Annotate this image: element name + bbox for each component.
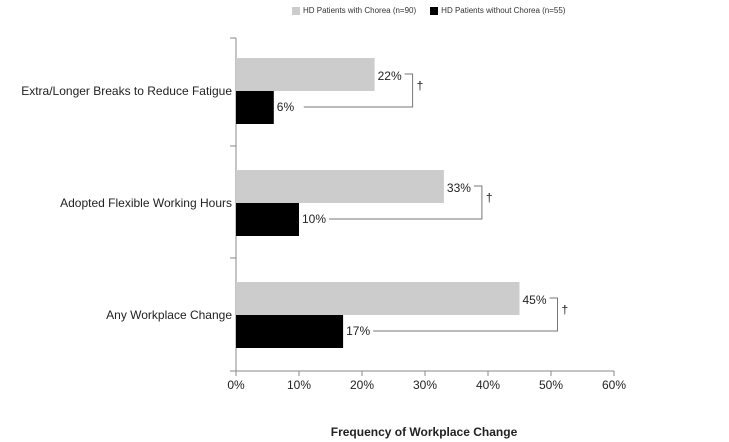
x-tick-label: 20% <box>350 378 374 392</box>
significance-bracket <box>373 297 558 332</box>
x-tick-label: 60% <box>602 378 626 392</box>
legend-item-with-chorea: HD Patients with Chorea (n=90) <box>292 6 416 15</box>
bar-with-chorea <box>236 170 444 203</box>
x-tick-label: 0% <box>227 378 245 392</box>
bar-with-chorea <box>236 58 375 91</box>
legend-item-without-chorea: HD Patients without Chorea (n=55) <box>430 6 565 15</box>
data-label-with-chorea: 33% <box>447 181 471 195</box>
x-axis-title: Frequency of Workplace Change <box>330 425 518 439</box>
x-tick-label: 50% <box>539 378 563 392</box>
bar-without-chorea <box>236 315 344 348</box>
data-label-with-chorea: 22% <box>378 69 402 83</box>
legend: HD Patients with Chorea (n=90) HD Patien… <box>292 6 579 15</box>
significance-bracket <box>329 185 483 220</box>
significance-marker: † <box>562 303 569 317</box>
x-tick-label: 40% <box>476 378 500 392</box>
data-label-without-chorea: 17% <box>346 324 370 338</box>
significance-marker: † <box>417 79 424 93</box>
legend-swatch-without-chorea <box>430 6 439 15</box>
data-label-without-chorea: 10% <box>302 212 326 226</box>
data-label-without-chorea: 6% <box>277 100 295 114</box>
bar-with-chorea <box>236 282 520 315</box>
category-label: Adopted Flexible Working Hours <box>60 196 232 210</box>
significance-bracket <box>303 73 414 108</box>
significance-marker: † <box>486 191 493 205</box>
data-label-with-chorea: 45% <box>523 293 547 307</box>
bar-without-chorea <box>236 91 274 124</box>
bar-without-chorea <box>236 203 299 236</box>
category-label: Any Workplace Change <box>106 308 232 322</box>
x-tick-label: 30% <box>413 378 437 392</box>
legend-label-without-chorea: HD Patients without Chorea (n=55) <box>441 6 566 15</box>
legend-label-with-chorea: HD Patients with Chorea (n=90) <box>303 6 417 15</box>
category-label: Extra/Longer Breaks to Reduce Fatigue <box>21 84 232 98</box>
x-tick-label: 10% <box>287 378 311 392</box>
legend-swatch-with-chorea <box>292 6 300 15</box>
